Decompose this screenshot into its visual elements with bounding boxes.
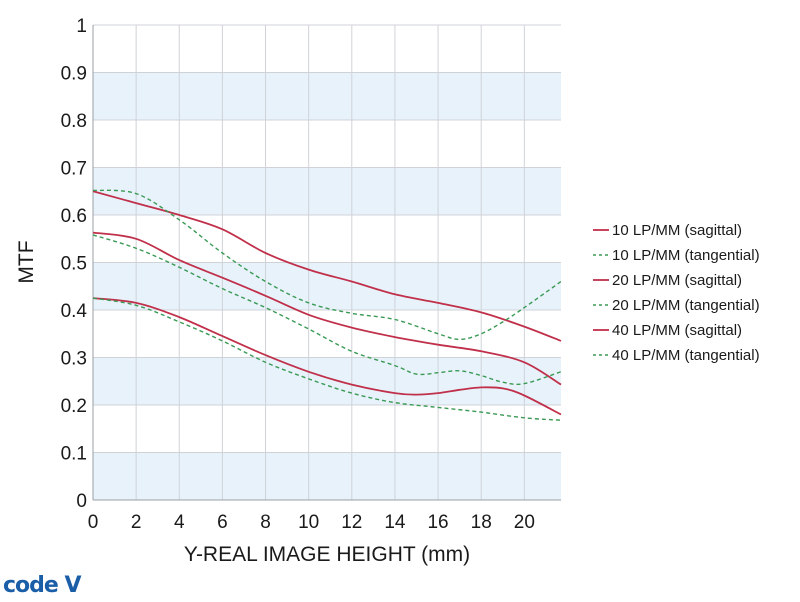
series-line-4	[92, 234, 562, 386]
x-tick-label: 6	[217, 512, 228, 533]
axes	[92, 25, 561, 501]
series-line-3	[92, 231, 562, 386]
legend-entry: 20 LP/MM (sagittal)	[612, 272, 742, 289]
x-tick-label: 0	[88, 512, 99, 533]
grid	[92, 24, 561, 501]
series-line-6	[92, 297, 562, 421]
y-tick-label: 0.3	[61, 349, 87, 370]
y-tick-label: 0	[76, 491, 87, 512]
y-tick-label: 0.9	[61, 64, 87, 85]
legend-entry: 40 LP/MM (sagittal)	[612, 322, 742, 339]
y-tick-label: 0.8	[61, 111, 87, 132]
legend-entry: 20 LP/MM (tangential)	[612, 297, 760, 314]
x-tick-label: 14	[384, 512, 406, 533]
x-tick-label: 16	[427, 512, 448, 533]
series-line-2	[92, 189, 562, 341]
x-tick-labels: 0 2 4 6 8 10 12 14 16 18 20	[88, 512, 535, 533]
legend-entry: 40 LP/MM (tangential)	[612, 347, 760, 364]
plot-band	[93, 452, 561, 500]
x-tick-label: 12	[341, 512, 362, 533]
series-line-5	[92, 297, 562, 416]
x-tick-label: 20	[514, 512, 535, 533]
y-tick-labels: 0 0.1 0.2 0.3 0.4 0.5 0.6 0.7 0.8 0.9 1	[61, 16, 88, 512]
series-lines	[92, 189, 562, 421]
series-line-1	[92, 190, 562, 342]
plot-band	[93, 357, 561, 405]
legend-entry: 10 LP/MM (sagittal)	[612, 222, 742, 239]
y-tick-label: 0.7	[61, 159, 87, 180]
plot-band	[93, 72, 561, 120]
y-tick-label: 1	[76, 16, 87, 37]
x-tick-label: 18	[471, 512, 492, 533]
x-tick-label: 2	[131, 512, 142, 533]
x-tick-label: 10	[298, 512, 319, 533]
y-tick-label: 0.5	[61, 254, 87, 275]
legend-entry: 10 LP/MM (tangential)	[612, 247, 760, 264]
code-v-logo: code V	[3, 573, 82, 598]
legend: 10 LP/MM (sagittal) 10 LP/MM (tangential)…	[593, 222, 760, 364]
plot-band	[93, 262, 561, 310]
x-tick-label: 4	[174, 512, 185, 533]
y-tick-label: 0.4	[61, 301, 88, 322]
x-axis-label: Y-REAL IMAGE HEIGHT (mm)	[184, 543, 470, 566]
y-tick-label: 0.1	[61, 444, 87, 465]
y-tick-label: 0.6	[61, 206, 87, 227]
plot-band	[93, 167, 561, 215]
y-axis-label: MTF	[15, 240, 38, 283]
x-tick-label: 8	[260, 512, 271, 533]
y-tick-label: 0.2	[61, 396, 87, 417]
